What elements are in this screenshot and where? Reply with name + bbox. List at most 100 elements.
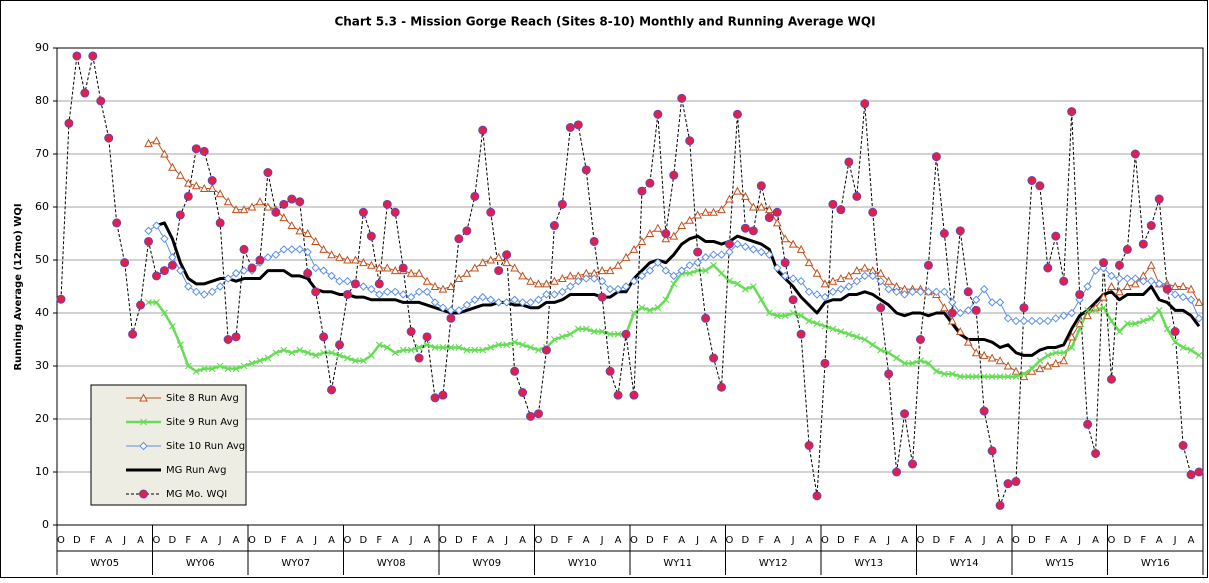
marker [677, 220, 687, 230]
x-tick-label: D [933, 535, 941, 546]
marker [780, 234, 790, 243]
marker [987, 353, 997, 362]
marker [414, 287, 424, 297]
chart-title: Chart 5.3 - Mission Gorge Reach (Sites 8… [334, 15, 875, 29]
marker [287, 245, 296, 254]
x-tick-label: F [1045, 535, 1051, 546]
marker [964, 306, 973, 315]
marker [1162, 284, 1172, 294]
marker [701, 207, 710, 216]
marker [1122, 244, 1132, 254]
marker [422, 287, 432, 297]
marker [342, 289, 352, 299]
marker [772, 207, 782, 217]
marker [908, 287, 917, 297]
marker [820, 358, 830, 368]
marker [924, 287, 933, 297]
marker [861, 336, 869, 343]
y-axis-label: Running Average (12mo) WQI [13, 203, 24, 370]
marker [987, 298, 997, 307]
x-tick-label: D [1028, 535, 1036, 546]
marker [884, 369, 894, 379]
marker [1028, 365, 1036, 373]
marker [733, 186, 742, 195]
marker [566, 330, 574, 338]
x-tick-label: J [218, 535, 222, 546]
marker [812, 268, 822, 277]
marker [438, 390, 448, 400]
marker [597, 292, 607, 302]
marker [518, 271, 527, 280]
marker [590, 328, 598, 335]
marker [471, 346, 479, 354]
marker [374, 279, 384, 289]
marker [669, 231, 679, 240]
marker [1083, 419, 1093, 429]
marker [1004, 373, 1012, 381]
marker [350, 279, 360, 289]
marker [773, 263, 782, 273]
marker [725, 247, 734, 257]
marker [263, 168, 273, 178]
x-tick-label: A [1060, 535, 1067, 546]
marker [621, 252, 631, 261]
marker [343, 255, 352, 264]
x-tick-label: O [630, 535, 638, 546]
marker [335, 276, 344, 286]
marker [382, 199, 392, 209]
marker [223, 335, 233, 344]
marker [511, 338, 519, 346]
x-tick-label: O [248, 535, 256, 546]
marker [263, 202, 273, 211]
marker [128, 329, 138, 339]
x-tick-label: D [837, 535, 845, 546]
marker [605, 284, 615, 294]
marker [940, 370, 948, 378]
marker [987, 446, 997, 456]
marker [829, 325, 837, 333]
marker [191, 181, 201, 190]
marker [1027, 316, 1037, 326]
marker [1171, 338, 1179, 346]
marker [478, 292, 487, 302]
x-tick-label: F [472, 535, 478, 546]
marker [629, 244, 639, 253]
marker [1195, 351, 1203, 359]
marker [439, 344, 447, 351]
marker [200, 290, 209, 299]
x-tick-label: F [949, 535, 955, 546]
x-tick-label: J [982, 535, 986, 546]
group-label: WY14 [950, 558, 979, 569]
marker [828, 287, 838, 297]
marker [454, 234, 464, 244]
marker [478, 125, 488, 135]
x-tick-label: O [821, 535, 829, 546]
marker [661, 266, 671, 275]
x-tick-label: A [997, 535, 1004, 546]
marker [980, 373, 988, 381]
marker [320, 349, 328, 357]
marker [311, 236, 320, 245]
marker [550, 336, 558, 343]
marker [1027, 176, 1037, 185]
marker [96, 96, 106, 106]
marker [295, 226, 305, 235]
marker [455, 344, 463, 351]
marker [304, 349, 312, 357]
marker [542, 279, 551, 288]
marker [486, 295, 495, 304]
marker [1147, 314, 1155, 322]
marker [1059, 356, 1069, 365]
marker [589, 274, 599, 283]
marker [184, 282, 193, 291]
marker [319, 266, 328, 275]
marker [1138, 239, 1148, 249]
marker [1084, 306, 1092, 314]
marker [741, 242, 750, 251]
marker [207, 183, 217, 192]
marker [438, 303, 448, 312]
marker [932, 287, 941, 297]
marker [923, 260, 933, 270]
marker [231, 332, 241, 342]
marker [605, 266, 615, 275]
